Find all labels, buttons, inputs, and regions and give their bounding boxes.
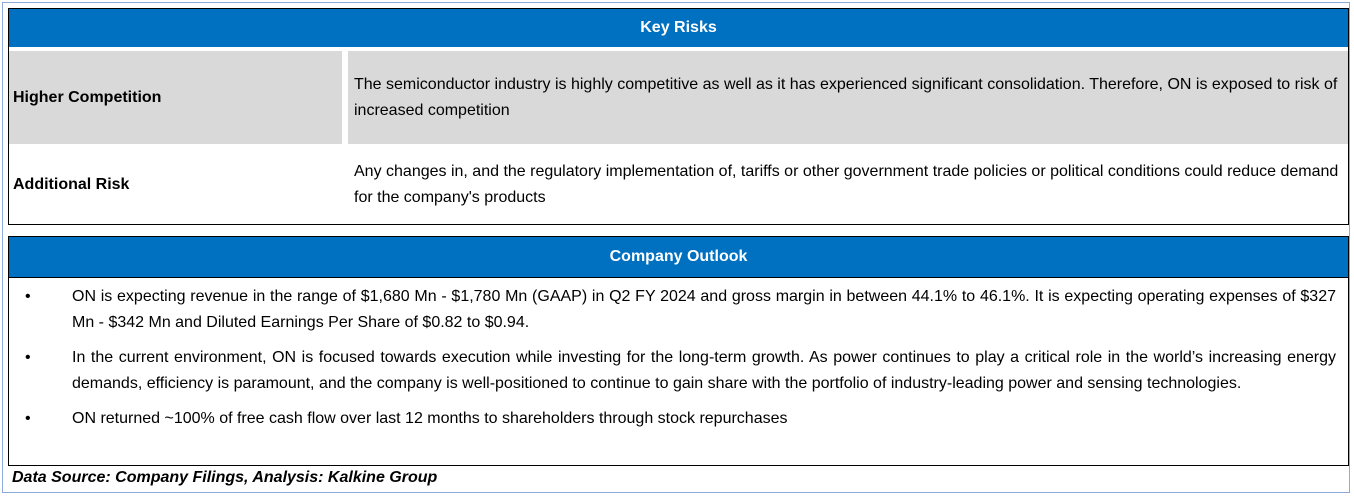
company-outlook: Company Outlook ON is expecting revenue … bbox=[8, 236, 1349, 466]
bullet-list: ON is expecting revenue in the range of … bbox=[9, 284, 1348, 432]
table-header: Key Risks bbox=[9, 9, 1348, 47]
source-note: Data Source: Company Filings, Analysis: … bbox=[12, 469, 438, 486]
bullet: In the current environment, ON is focuse… bbox=[9, 345, 1336, 397]
risk-text: Any changes in, and the regulatory imple… bbox=[354, 163, 1339, 206]
risk-label: Higher Competition bbox=[9, 51, 342, 144]
risk-row: Higher Competition The semiconductor ind… bbox=[9, 51, 1348, 144]
bullet: ON returned ~100% of free cash flow over… bbox=[9, 406, 1336, 432]
risk-text: The semiconductor industry is highly com… bbox=[348, 51, 1348, 144]
outlook-header: Company Outlook bbox=[9, 237, 1348, 278]
key-risks-table: Key Risks Higher Competition The semicon… bbox=[8, 8, 1349, 225]
risk-row: Additional Risk Any changes in, and the … bbox=[9, 146, 1348, 224]
risk-label: Additional Risk bbox=[13, 176, 130, 193]
bullet: ON is expecting revenue in the range of … bbox=[9, 284, 1336, 336]
